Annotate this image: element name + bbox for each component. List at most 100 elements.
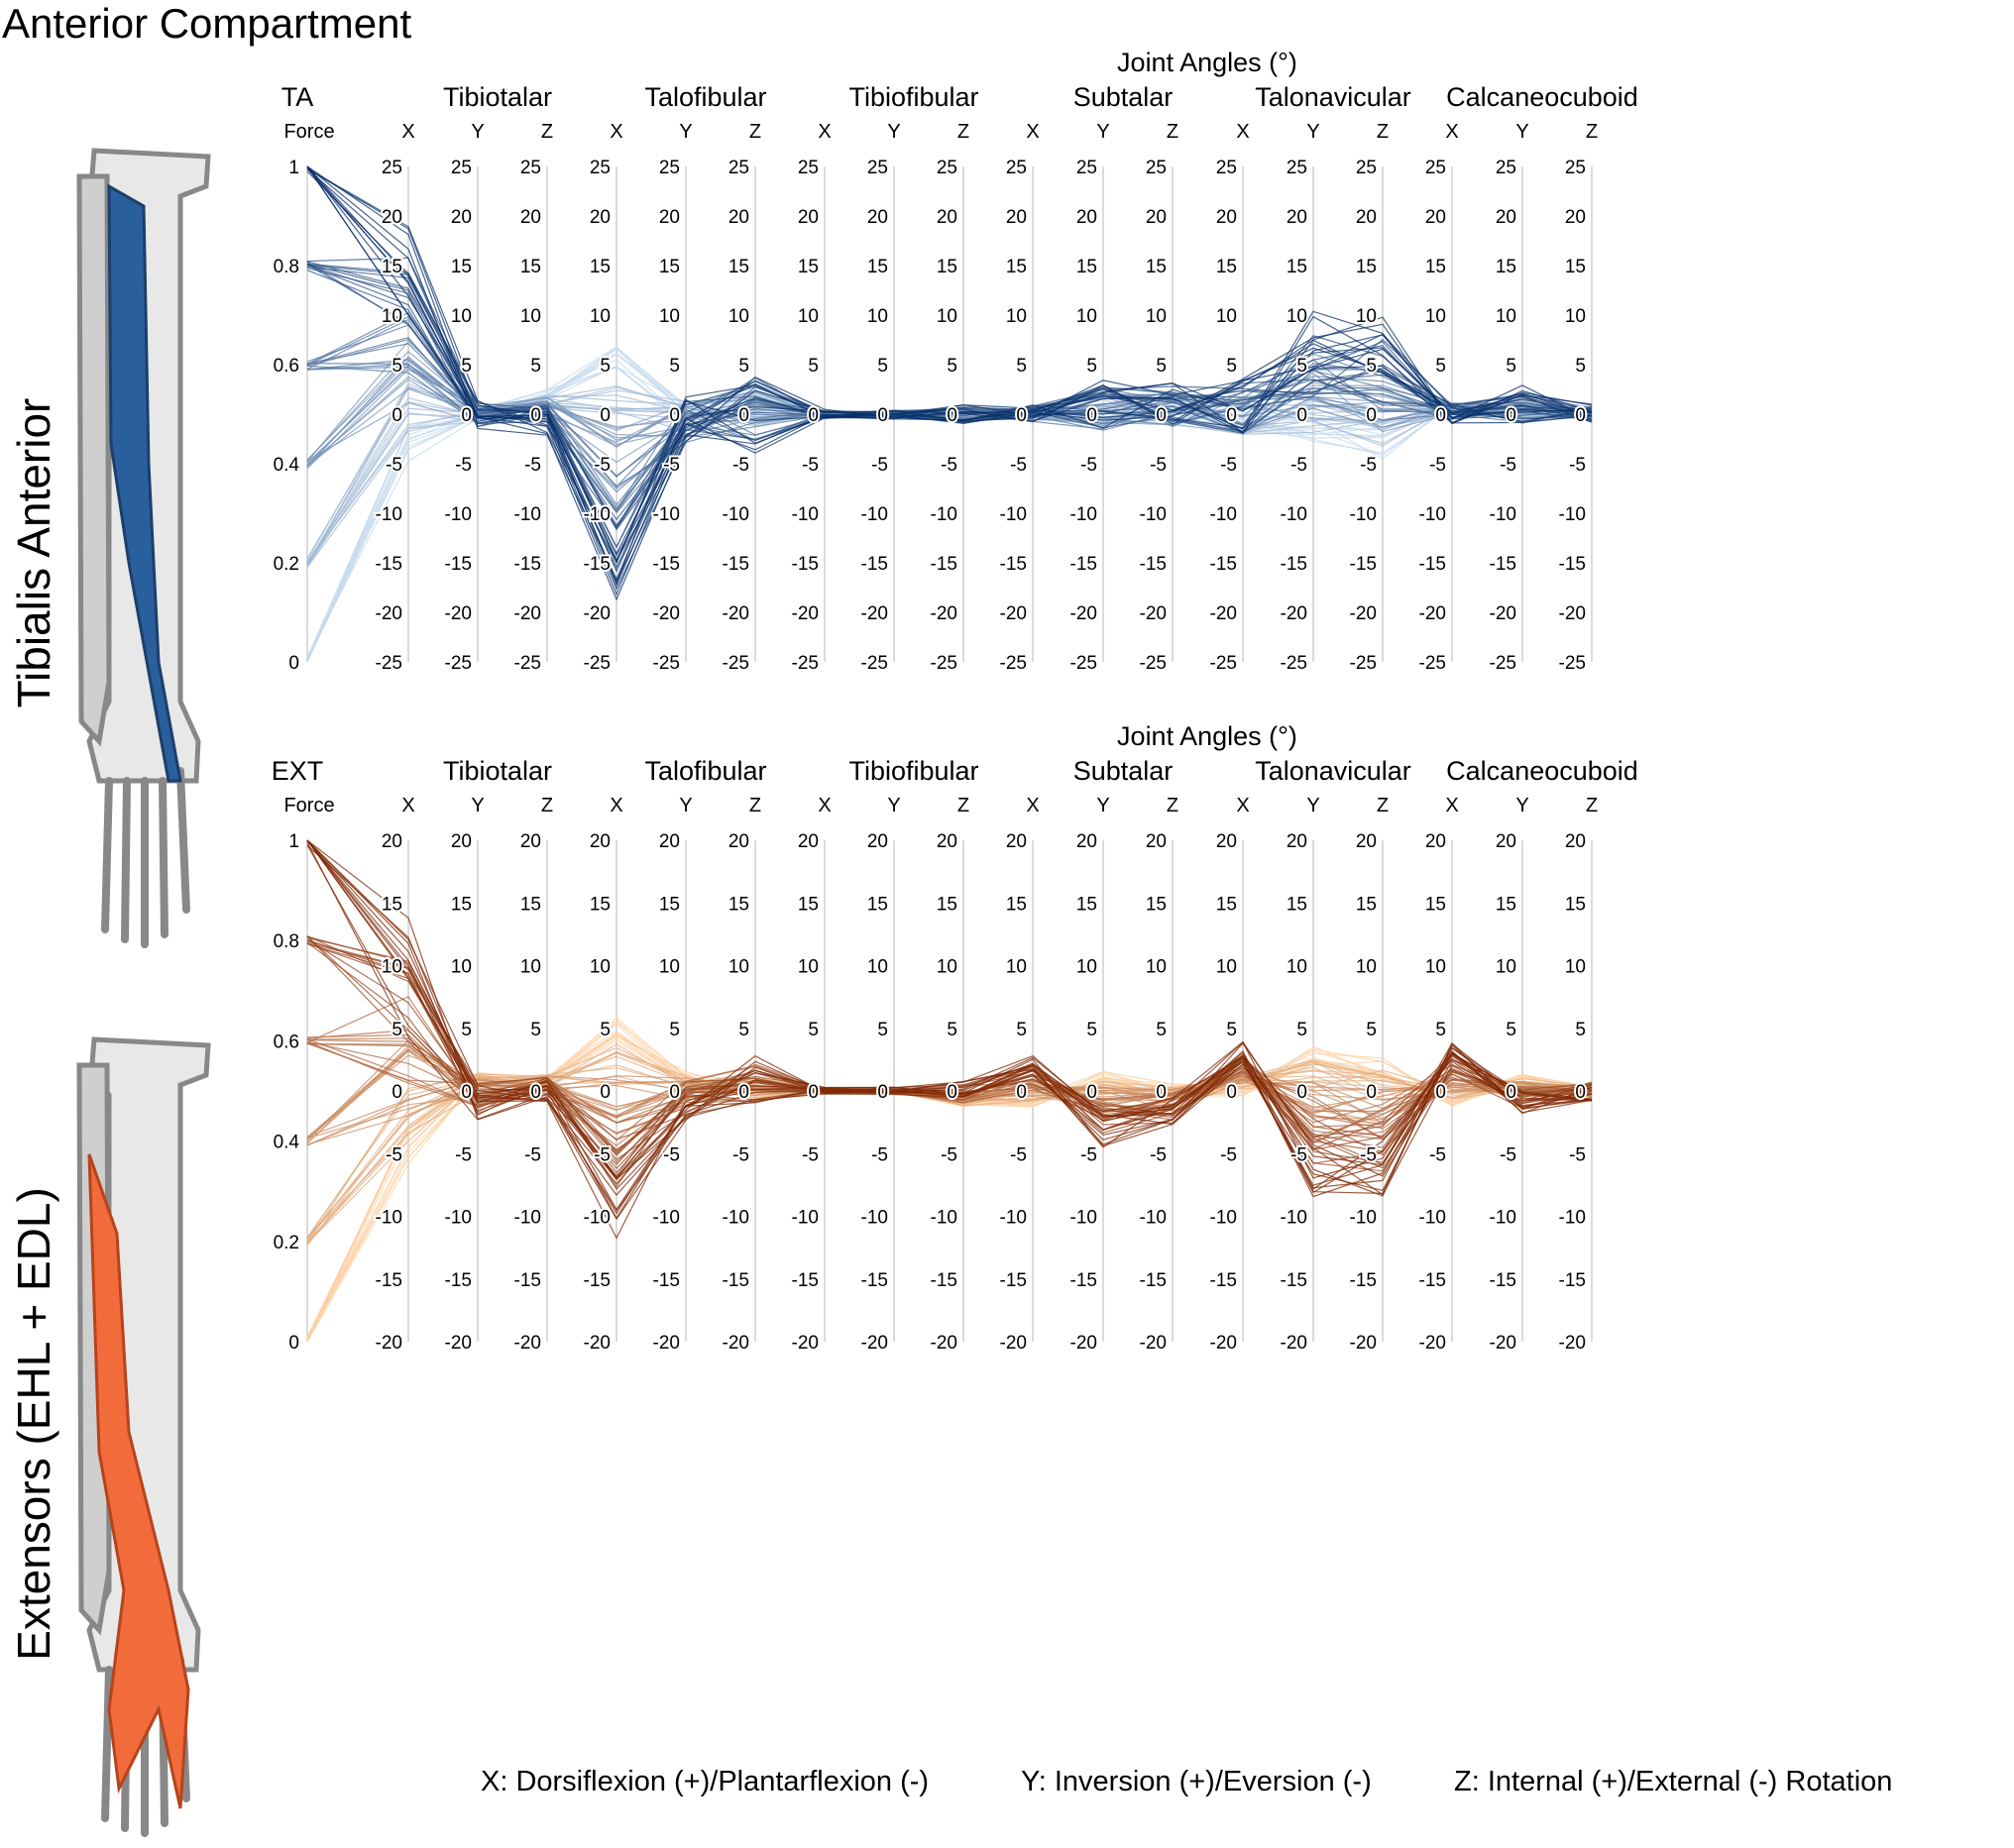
joint-label-subtalar: Subtalar xyxy=(1073,82,1174,112)
angle-tick-label: 5 xyxy=(877,356,888,377)
joint-label-tibiofibular: Tibiofibular xyxy=(848,756,978,786)
angle-tick-label: -10 xyxy=(653,1208,680,1229)
angle-tick-label: -5 xyxy=(1500,455,1516,476)
angle-tick-label: 20 xyxy=(937,207,957,228)
angle-tick-label: 0 xyxy=(1575,405,1586,426)
angle-tick-label: 10 xyxy=(728,306,749,327)
force-tick-label: 1 xyxy=(288,831,299,852)
angle-tick-label: -15 xyxy=(1210,554,1237,575)
force-tick-label: 1 xyxy=(288,158,299,178)
angle-tick-label: -20 xyxy=(1490,1333,1516,1354)
angle-tick-label: 20 xyxy=(382,831,402,852)
angle-tick-label: 15 xyxy=(590,257,611,277)
angle-tick-label: -5 xyxy=(941,455,957,476)
angle-tick-label: 20 xyxy=(798,831,819,852)
muscle-label: EXT xyxy=(272,756,324,786)
angle-tick-label: -10 xyxy=(1350,504,1377,525)
angle-tick-label: 15 xyxy=(1076,257,1097,277)
angle-tick-label: 0 xyxy=(1086,1082,1097,1103)
angle-tick-label: -10 xyxy=(1419,1208,1446,1229)
angle-tick-label: 20 xyxy=(1496,207,1516,228)
angle-tick-label: 15 xyxy=(1425,894,1446,915)
angle-tick-label: -15 xyxy=(1490,1270,1516,1291)
joint-label-subtalar: Subtalar xyxy=(1073,756,1174,786)
axis-letter: X xyxy=(1026,795,1039,816)
angle-tick-label: 20 xyxy=(937,831,957,852)
angle-tick-label: 0 xyxy=(738,405,749,426)
axis-letter: Z xyxy=(749,121,761,143)
angle-tick-label: 0 xyxy=(1506,1082,1516,1103)
angle-tick-label: 15 xyxy=(590,894,611,915)
angle-tick-label: 15 xyxy=(1006,894,1027,915)
angle-tick-label: 20 xyxy=(1356,831,1377,852)
angle-tick-label: -10 xyxy=(1419,504,1446,525)
angle-tick-label: -25 xyxy=(445,653,472,674)
angle-tick-label: -5 xyxy=(1150,1144,1167,1165)
angle-tick-label: 15 xyxy=(1287,257,1307,277)
angle-tick-label: -5 xyxy=(386,1144,402,1165)
angle-tick-label: 15 xyxy=(867,894,888,915)
angle-tick-label: 0 xyxy=(1435,405,1446,426)
angle-tick-label: 5 xyxy=(600,1020,611,1040)
joint-label-talonavicular: Talonavicular xyxy=(1255,82,1411,112)
angle-tick-label: -10 xyxy=(1490,504,1516,525)
axis-letter: X xyxy=(1445,795,1458,816)
angle-tick-label: -20 xyxy=(723,603,749,624)
angle-tick-label: -10 xyxy=(584,1208,611,1229)
angle-tick-label: -5 xyxy=(594,1144,611,1165)
force-profile-line xyxy=(306,363,1593,514)
angle-tick-label: 15 xyxy=(1356,894,1377,915)
angle-tick-label: -5 xyxy=(386,455,402,476)
axis-letter: Z xyxy=(1586,121,1598,143)
angle-tick-label: 0 xyxy=(1016,1082,1027,1103)
extensors-muscle xyxy=(87,1153,190,1809)
angle-tick-label: 0 xyxy=(461,1082,472,1103)
angle-tick-label: -20 xyxy=(1000,1333,1027,1354)
angle-tick-label: 0 xyxy=(1086,405,1097,426)
data-lines xyxy=(306,839,1593,1343)
angle-tick-label: -10 xyxy=(1490,1208,1516,1229)
angle-tick-label: 0 xyxy=(1016,405,1027,426)
angle-tick-label: -15 xyxy=(514,554,541,575)
angle-tick-label: 20 xyxy=(1496,831,1516,852)
angle-tick-label: 20 xyxy=(590,831,611,852)
angle-tick-label: -15 xyxy=(584,1270,611,1291)
chart-panel-1: Joint Angles (°) EXT Force Tibiotalar Talofi… xyxy=(272,721,1638,1356)
angle-tick-label: -20 xyxy=(931,603,957,624)
angle-tick-label: -10 xyxy=(376,504,402,525)
angle-tick-label: -25 xyxy=(931,653,957,674)
angle-tick-label: 0 xyxy=(669,1082,680,1103)
force-profile-line xyxy=(306,839,1593,1197)
joint-label-talonavicular: Talonavicular xyxy=(1255,756,1411,786)
angle-tick-label: -20 xyxy=(1210,1333,1237,1354)
angle-tick-label: 5 xyxy=(1086,356,1097,377)
angle-tick-label: -10 xyxy=(792,504,819,525)
angle-tick-label: 20 xyxy=(867,207,888,228)
angle-tick-label: -20 xyxy=(792,603,819,624)
angle-tick-label: 15 xyxy=(382,257,402,277)
angle-tick-label: -5 xyxy=(871,1144,888,1165)
angle-tick-label: 5 xyxy=(600,356,611,377)
angle-tick-label: -5 xyxy=(455,1144,472,1165)
angle-tick-label: 15 xyxy=(1565,257,1586,277)
angle-tick-label: 20 xyxy=(382,207,402,228)
y-axis-definition: Y: Inversion (+)/Eversion (-) xyxy=(1021,1766,1372,1797)
tibialis-anterior-leg-illustration xyxy=(76,148,211,948)
angle-tick-label: -20 xyxy=(931,1333,957,1354)
angle-tick-label: 5 xyxy=(877,1020,888,1040)
axis-letter: Z xyxy=(541,121,553,143)
angle-tick-label: 10 xyxy=(1356,957,1377,978)
angle-tick-label: -10 xyxy=(1140,1208,1167,1229)
angle-tick-label: -15 xyxy=(931,1270,957,1291)
angle-tick-label: 10 xyxy=(1216,306,1237,327)
axis-letter: Y xyxy=(1515,121,1528,143)
force-profile-line xyxy=(306,839,1593,1179)
angle-tick-label: -15 xyxy=(1281,554,1307,575)
angle-tick-label: -15 xyxy=(376,1270,402,1291)
angle-tick-label: -5 xyxy=(802,1144,819,1165)
angle-tick-label: 25 xyxy=(1356,158,1377,178)
angle-tick-label: -10 xyxy=(1559,504,1586,525)
angle-tick-label: -20 xyxy=(723,1333,749,1354)
angle-tick-label: 20 xyxy=(798,207,819,228)
